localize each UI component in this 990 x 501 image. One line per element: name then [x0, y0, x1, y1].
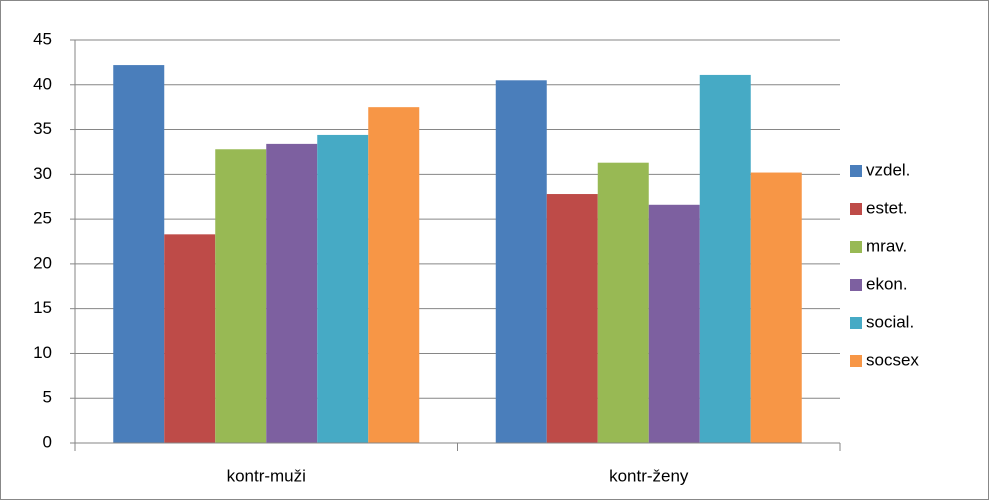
legend-swatch	[850, 165, 862, 177]
legend-label: vzdel.	[866, 160, 910, 179]
bar	[495, 80, 547, 444]
legend-label: mrav.	[866, 236, 907, 255]
bar	[317, 134, 369, 443]
legend-label: ekon.	[866, 274, 908, 293]
legend-label: estet.	[866, 198, 908, 217]
bar	[597, 162, 649, 444]
bar	[113, 65, 165, 443]
bar	[368, 107, 420, 444]
bar	[266, 143, 318, 443]
y-tick-label: 20	[33, 253, 52, 272]
bar	[750, 172, 802, 443]
y-tick-label: 45	[33, 29, 52, 48]
x-tick-label: kontr-muži	[227, 466, 306, 485]
legend-swatch	[850, 317, 862, 329]
bar	[546, 194, 598, 443]
y-tick-label: 15	[33, 298, 52, 317]
legend-label: social.	[866, 312, 914, 331]
bar	[164, 234, 216, 443]
y-tick-label: 5	[43, 388, 52, 407]
legend-swatch	[850, 241, 862, 253]
y-tick-label: 0	[43, 432, 52, 451]
legend-swatch	[850, 203, 862, 215]
y-tick-label: 35	[33, 119, 52, 138]
bar	[699, 74, 751, 443]
y-tick-label: 30	[33, 164, 52, 183]
legend-label: socsex	[866, 350, 919, 369]
y-tick-label: 25	[33, 209, 52, 228]
y-tick-label: 40	[33, 74, 52, 93]
bar	[648, 204, 700, 443]
x-tick-label: kontr-ženy	[609, 466, 689, 485]
legend-swatch	[850, 355, 862, 367]
legend-swatch	[850, 279, 862, 291]
bar	[215, 149, 267, 443]
y-tick-label: 10	[33, 343, 52, 362]
